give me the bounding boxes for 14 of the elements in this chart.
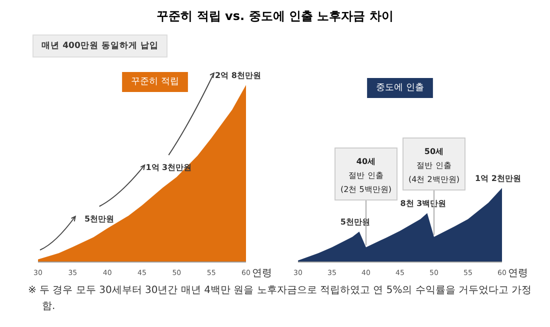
annotation: 8천 3백만원	[400, 199, 446, 208]
text: 매년 400만원 동일하게 납입	[42, 41, 158, 51]
annotation: 40세 절반 인출 (2천 5백만원)	[340, 157, 392, 194]
annotation: 2억 8천만원	[215, 71, 261, 80]
annotation: 50세 절반 인출 (4천 2백만원)	[408, 147, 460, 184]
annotation: 1억 2천만원	[475, 174, 521, 183]
annotation: 5천만원	[340, 218, 370, 227]
text: ※ 두 경우 모두 30세부터 30년간 매년 4백만 원을 노후자금으로 적립하였고 연 5%의 수익률을 거두었다고 가정함.	[28, 284, 532, 314]
x-axis-title: 연령	[508, 268, 528, 279]
chart-subtitle: 중도에 인출	[376, 83, 424, 93]
chart-subtitle: 꾸준히 적립	[131, 77, 179, 87]
x-axis-title: 연령	[252, 268, 272, 279]
text: 꾸준히 적립 vs. 중도에 인출 노후자금 차이	[156, 9, 394, 23]
annotation: 5천만원	[84, 214, 114, 224]
